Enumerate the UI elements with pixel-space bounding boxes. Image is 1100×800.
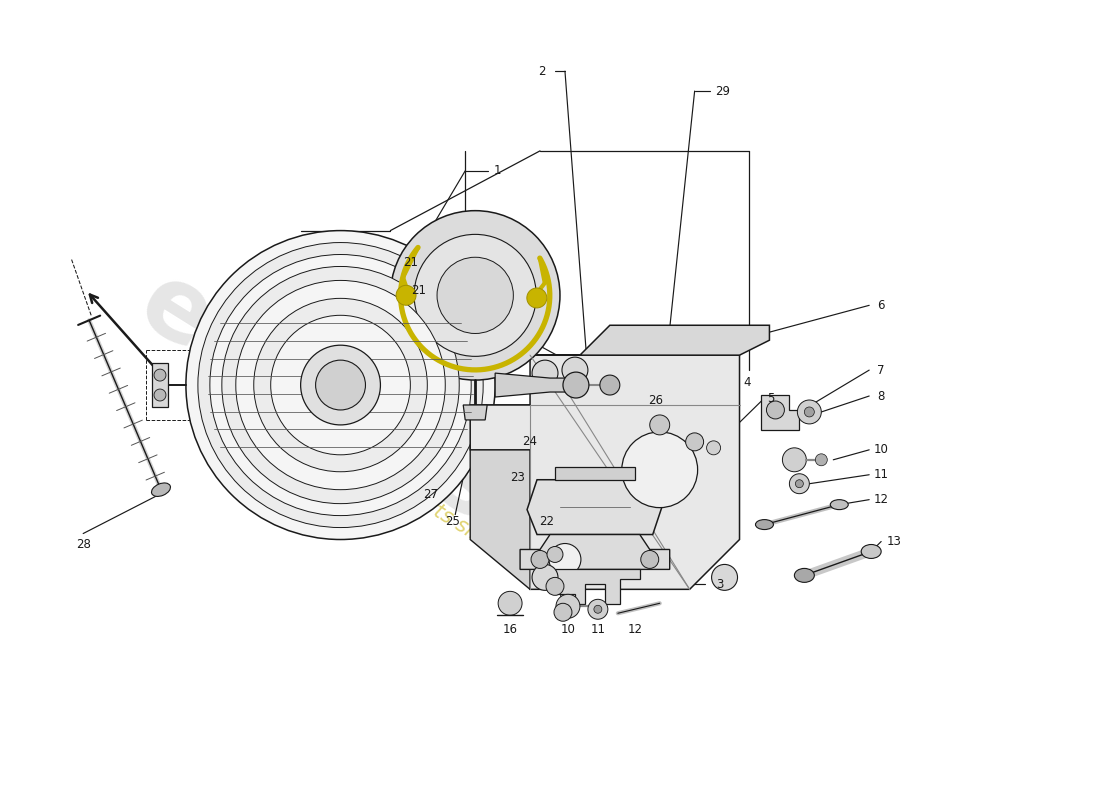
Circle shape [549, 543, 581, 575]
Text: 11: 11 [591, 622, 605, 636]
Text: 4: 4 [744, 375, 751, 389]
Text: 10: 10 [561, 622, 575, 636]
Text: es: es [361, 395, 520, 545]
Text: 12: 12 [627, 622, 642, 636]
Text: 21: 21 [403, 256, 418, 269]
Text: 5: 5 [767, 391, 774, 405]
Text: 29: 29 [715, 85, 730, 98]
Circle shape [685, 433, 704, 451]
Circle shape [414, 234, 536, 356]
Circle shape [815, 454, 827, 466]
Circle shape [154, 369, 166, 381]
Circle shape [767, 401, 784, 419]
Circle shape [254, 298, 427, 472]
Circle shape [641, 550, 659, 569]
Circle shape [235, 281, 446, 490]
Polygon shape [470, 355, 739, 590]
Circle shape [527, 288, 547, 308]
Text: euros: euros [121, 255, 440, 505]
Circle shape [390, 210, 560, 380]
Circle shape [712, 565, 737, 590]
Polygon shape [556, 570, 640, 604]
Circle shape [271, 315, 410, 455]
Text: 21: 21 [410, 284, 426, 297]
Circle shape [546, 578, 564, 595]
Circle shape [554, 603, 572, 622]
Circle shape [621, 432, 697, 508]
Polygon shape [495, 373, 568, 397]
Circle shape [531, 550, 549, 569]
Circle shape [798, 400, 822, 424]
Circle shape [154, 389, 166, 401]
Circle shape [396, 286, 416, 306]
Circle shape [706, 441, 721, 455]
Text: 22: 22 [539, 515, 554, 528]
Circle shape [186, 230, 495, 539]
Polygon shape [152, 363, 168, 407]
Circle shape [790, 474, 810, 494]
Text: 10: 10 [873, 443, 889, 456]
Polygon shape [527, 480, 662, 534]
Circle shape [804, 407, 814, 417]
Text: 12: 12 [873, 493, 889, 506]
Text: 26: 26 [648, 394, 663, 406]
Text: 11: 11 [873, 468, 889, 482]
Circle shape [562, 357, 587, 383]
Polygon shape [520, 534, 670, 570]
Circle shape [594, 606, 602, 614]
Text: 23: 23 [509, 471, 525, 484]
Text: 8: 8 [878, 390, 884, 402]
Polygon shape [470, 380, 560, 590]
Circle shape [498, 591, 522, 615]
Circle shape [563, 372, 589, 398]
Text: 13: 13 [887, 535, 902, 548]
Ellipse shape [152, 483, 170, 497]
Circle shape [210, 254, 471, 515]
Ellipse shape [794, 569, 814, 582]
Circle shape [795, 480, 803, 488]
Circle shape [437, 258, 514, 334]
Text: 25: 25 [444, 515, 460, 528]
Circle shape [300, 345, 381, 425]
Circle shape [556, 594, 580, 618]
Circle shape [532, 565, 558, 590]
Text: 28: 28 [76, 538, 90, 551]
Ellipse shape [756, 519, 773, 530]
Polygon shape [761, 395, 800, 430]
Circle shape [532, 360, 558, 386]
Circle shape [782, 448, 806, 472]
Text: 3: 3 [716, 578, 724, 591]
Circle shape [600, 375, 619, 395]
Polygon shape [556, 466, 635, 480]
Ellipse shape [830, 500, 848, 510]
Text: a passion for parts since 1985: a passion for parts since 1985 [282, 408, 559, 591]
Polygon shape [463, 405, 487, 420]
Circle shape [547, 546, 563, 562]
Circle shape [650, 415, 670, 435]
Text: 2: 2 [538, 65, 546, 78]
Circle shape [587, 599, 608, 619]
Ellipse shape [861, 545, 881, 558]
Circle shape [198, 242, 483, 527]
Text: 16: 16 [503, 622, 518, 636]
Polygon shape [530, 326, 769, 355]
Text: 1: 1 [494, 164, 501, 178]
Circle shape [222, 266, 459, 504]
Text: 24: 24 [522, 435, 538, 448]
Text: 27: 27 [422, 488, 438, 501]
Circle shape [316, 360, 365, 410]
Text: 7: 7 [878, 364, 884, 377]
Text: 6: 6 [878, 299, 884, 312]
